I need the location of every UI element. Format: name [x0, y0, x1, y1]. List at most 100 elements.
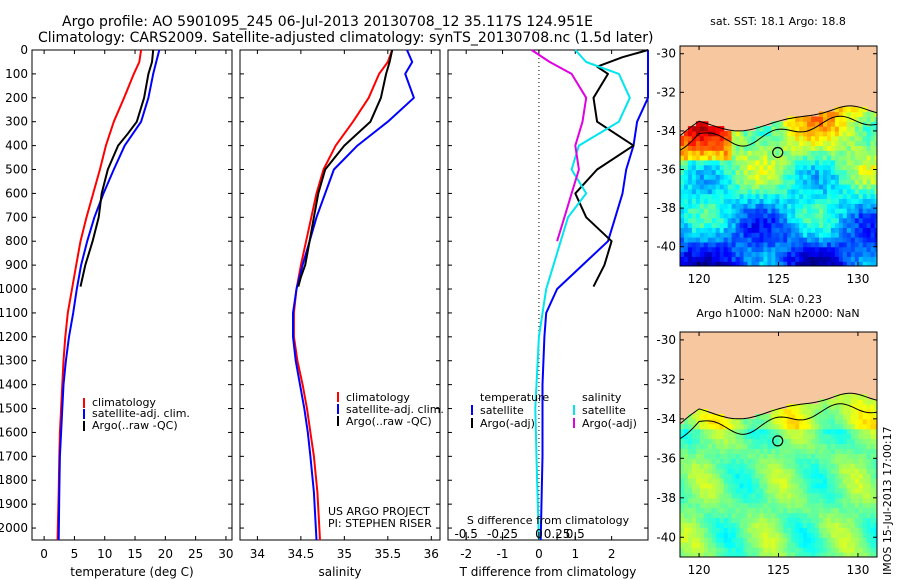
depth-tick-label: 600	[5, 186, 28, 200]
depth-tick-label: 500	[5, 163, 28, 177]
difference-xtick-label: -1	[497, 547, 509, 561]
salinity-diff-xtick-label: 0	[535, 527, 543, 541]
depth-tick-label: 1600	[0, 425, 28, 439]
depth-tick-label: 1300	[0, 354, 28, 368]
temperature-xtick-label: 15	[127, 547, 142, 561]
map1-ytick-label: -32	[656, 85, 676, 99]
depth-tick-label: 1000	[0, 282, 28, 296]
map1-ytick-label: -30	[656, 47, 676, 61]
salinity-panel: 34 34.5 35 35.5 36 salinity climatology sate…	[239, 49, 444, 579]
temperature-series-climatology	[56, 49, 143, 541]
difference-series-temperature-satellite	[539, 50, 649, 541]
temperature-legend: climatology satellite-adj. clim. Argo(..…	[83, 396, 190, 432]
map1-xtick-label: 130	[846, 272, 869, 286]
salinity-legend-argo: Argo(..raw -QC)	[346, 415, 432, 428]
depth-tick-label: 300	[5, 115, 28, 129]
difference-legend-header-temperature: temperature	[480, 391, 549, 404]
difference-legend-sal-argo: Argo(-adj)	[582, 417, 637, 430]
map2-ytick-label: -38	[656, 491, 676, 505]
sla-map-field	[680, 394, 877, 557]
temperature-xtick-label: 20	[158, 547, 173, 561]
sst-map-title: sat. SST: 18.1 Argo: 18.8	[710, 15, 846, 28]
sst-map-shelf-contour	[680, 115, 877, 151]
temperature-legend-satellite: satellite-adj. clim.	[92, 407, 190, 420]
depth-tick-label: 800	[5, 234, 28, 248]
temperature-xlabel: temperature (deg C)	[70, 565, 193, 579]
sla-map-title-line2: Argo h1000: NaN h2000: NaN	[696, 307, 859, 320]
sst-map-field	[680, 106, 877, 266]
depth-tick-label: 100	[5, 67, 28, 81]
sla-map-shelf-contour	[680, 403, 877, 440]
temperature-legend-argo: Argo(..raw -QC)	[92, 419, 178, 432]
depth-tick-label: 1800	[0, 473, 28, 487]
difference-legend-temp-satellite: satellite	[480, 404, 524, 417]
difference-xlabel-salinity: S difference from climatology	[467, 514, 630, 527]
sst-map-coastline	[680, 105, 877, 137]
difference-legend-sal-satellite: satellite	[582, 404, 626, 417]
sla-map: Altim. SLA: 0.23 Argo h1000: NaN h2000: …	[656, 293, 878, 577]
salinity-xtick-label: 35.5	[374, 547, 401, 561]
difference-xtick-label: 0	[535, 547, 543, 561]
temperature-series-satellite-adj-clim	[57, 49, 161, 541]
temperature-xtick-label: 10	[97, 547, 112, 561]
sst-map-argo-marker	[772, 146, 784, 159]
project-annotation: US ARGO PROJECT	[328, 505, 430, 518]
salinity-legend: climatology satellite-adj. clim. Argo(..…	[337, 391, 444, 428]
temperature-panel: 0 100 200 300 400 500 600 700 800 900 1000 1100 1200…	[0, 43, 234, 579]
difference-legend-header-salinity: salinity	[582, 391, 622, 404]
depth-tick-label: 2000	[0, 521, 28, 535]
map1-xtick-label: 120	[688, 272, 711, 286]
map2-xtick-label: 120	[688, 563, 711, 577]
depth-tick-label: 700	[5, 210, 28, 224]
pi-annotation: PI: STEPHEN RISER	[328, 517, 432, 530]
salinity-series-satellite-adj-clim	[292, 49, 415, 541]
depth-tick-label: 1700	[0, 449, 28, 463]
salinity-xtick-label: 34	[250, 547, 265, 561]
map2-ytick-label: -30	[656, 333, 676, 347]
salinity-xtick-label: 36	[424, 547, 439, 561]
difference-xlabel: T difference from climatology	[459, 565, 637, 579]
salinity-diff-xtick-label: 0.25	[544, 527, 571, 541]
depth-tick-label: 1500	[0, 402, 28, 416]
map2-xtick-label: 130	[846, 563, 869, 577]
salinity-axes-frame	[239, 49, 441, 541]
temperature-xtick-label: 5	[71, 547, 79, 561]
salinity-legend-climatology: climatology	[346, 391, 410, 404]
difference-series-salinity-satellite	[534, 49, 631, 541]
depth-tick-label: 0	[20, 43, 28, 57]
difference-xtick-label: 1	[571, 547, 579, 561]
sla-map-title-line1: Altim. SLA: 0.23	[734, 293, 822, 306]
temperature-axes-frame	[31, 49, 233, 541]
difference-xtick-label: -2	[460, 547, 472, 561]
chart-title-line1: Argo profile: AO 5901095_245 06-Jul-2013…	[62, 14, 593, 30]
difference-legend: temperature salinity satellite Argo(-adj…	[471, 391, 637, 430]
map2-ytick-label: -34	[656, 412, 676, 426]
depth-tick-label: 1900	[0, 497, 28, 511]
salinity-xlabel: salinity	[318, 565, 361, 579]
map1-xtick-label: 125	[767, 272, 790, 286]
depth-tick-label: 1400	[0, 378, 28, 392]
temperature-legend-climatology: climatology	[92, 396, 156, 409]
map2-ytick-label: -40	[656, 530, 676, 544]
temperature-xtick-label: 30	[218, 547, 233, 561]
depth-tick-label: 900	[5, 258, 28, 272]
sla-map-argo-marker	[772, 435, 784, 447]
depth-tick-label: 400	[5, 139, 28, 153]
salinity-legend-satellite: satellite-adj. clim.	[346, 403, 444, 416]
difference-axes-frame	[447, 49, 649, 541]
difference-panel: -2 -1 0 1 2 -0.5 -0.25 0 0.250.5 T difference f…	[447, 49, 649, 579]
salinity-series-argo-raw-qc	[297, 49, 394, 287]
sst-map: sat. SST: 18.1 Argo: 18.8 120 125 130 -30 -3…	[656, 15, 878, 286]
map2-xtick-label: 125	[767, 563, 790, 577]
map1-ytick-label: -36	[656, 163, 676, 177]
difference-series-salinity-argo-adj	[531, 49, 588, 242]
depth-tick-label: 1200	[0, 330, 28, 344]
depth-tick-label: 200	[5, 91, 28, 105]
salinity-series-climatology	[292, 49, 394, 541]
temperature-xtick-label: 25	[188, 547, 203, 561]
depth-tick-label: 1100	[0, 306, 28, 320]
chart-title-line2: Climatology: CARS2009. Satellite-adjuste…	[38, 30, 654, 46]
salinity-diff-xtick-label: -0.5	[454, 527, 477, 541]
imos-timestamp: IMOS 15-Jul-2013 17:00:17	[881, 426, 894, 575]
